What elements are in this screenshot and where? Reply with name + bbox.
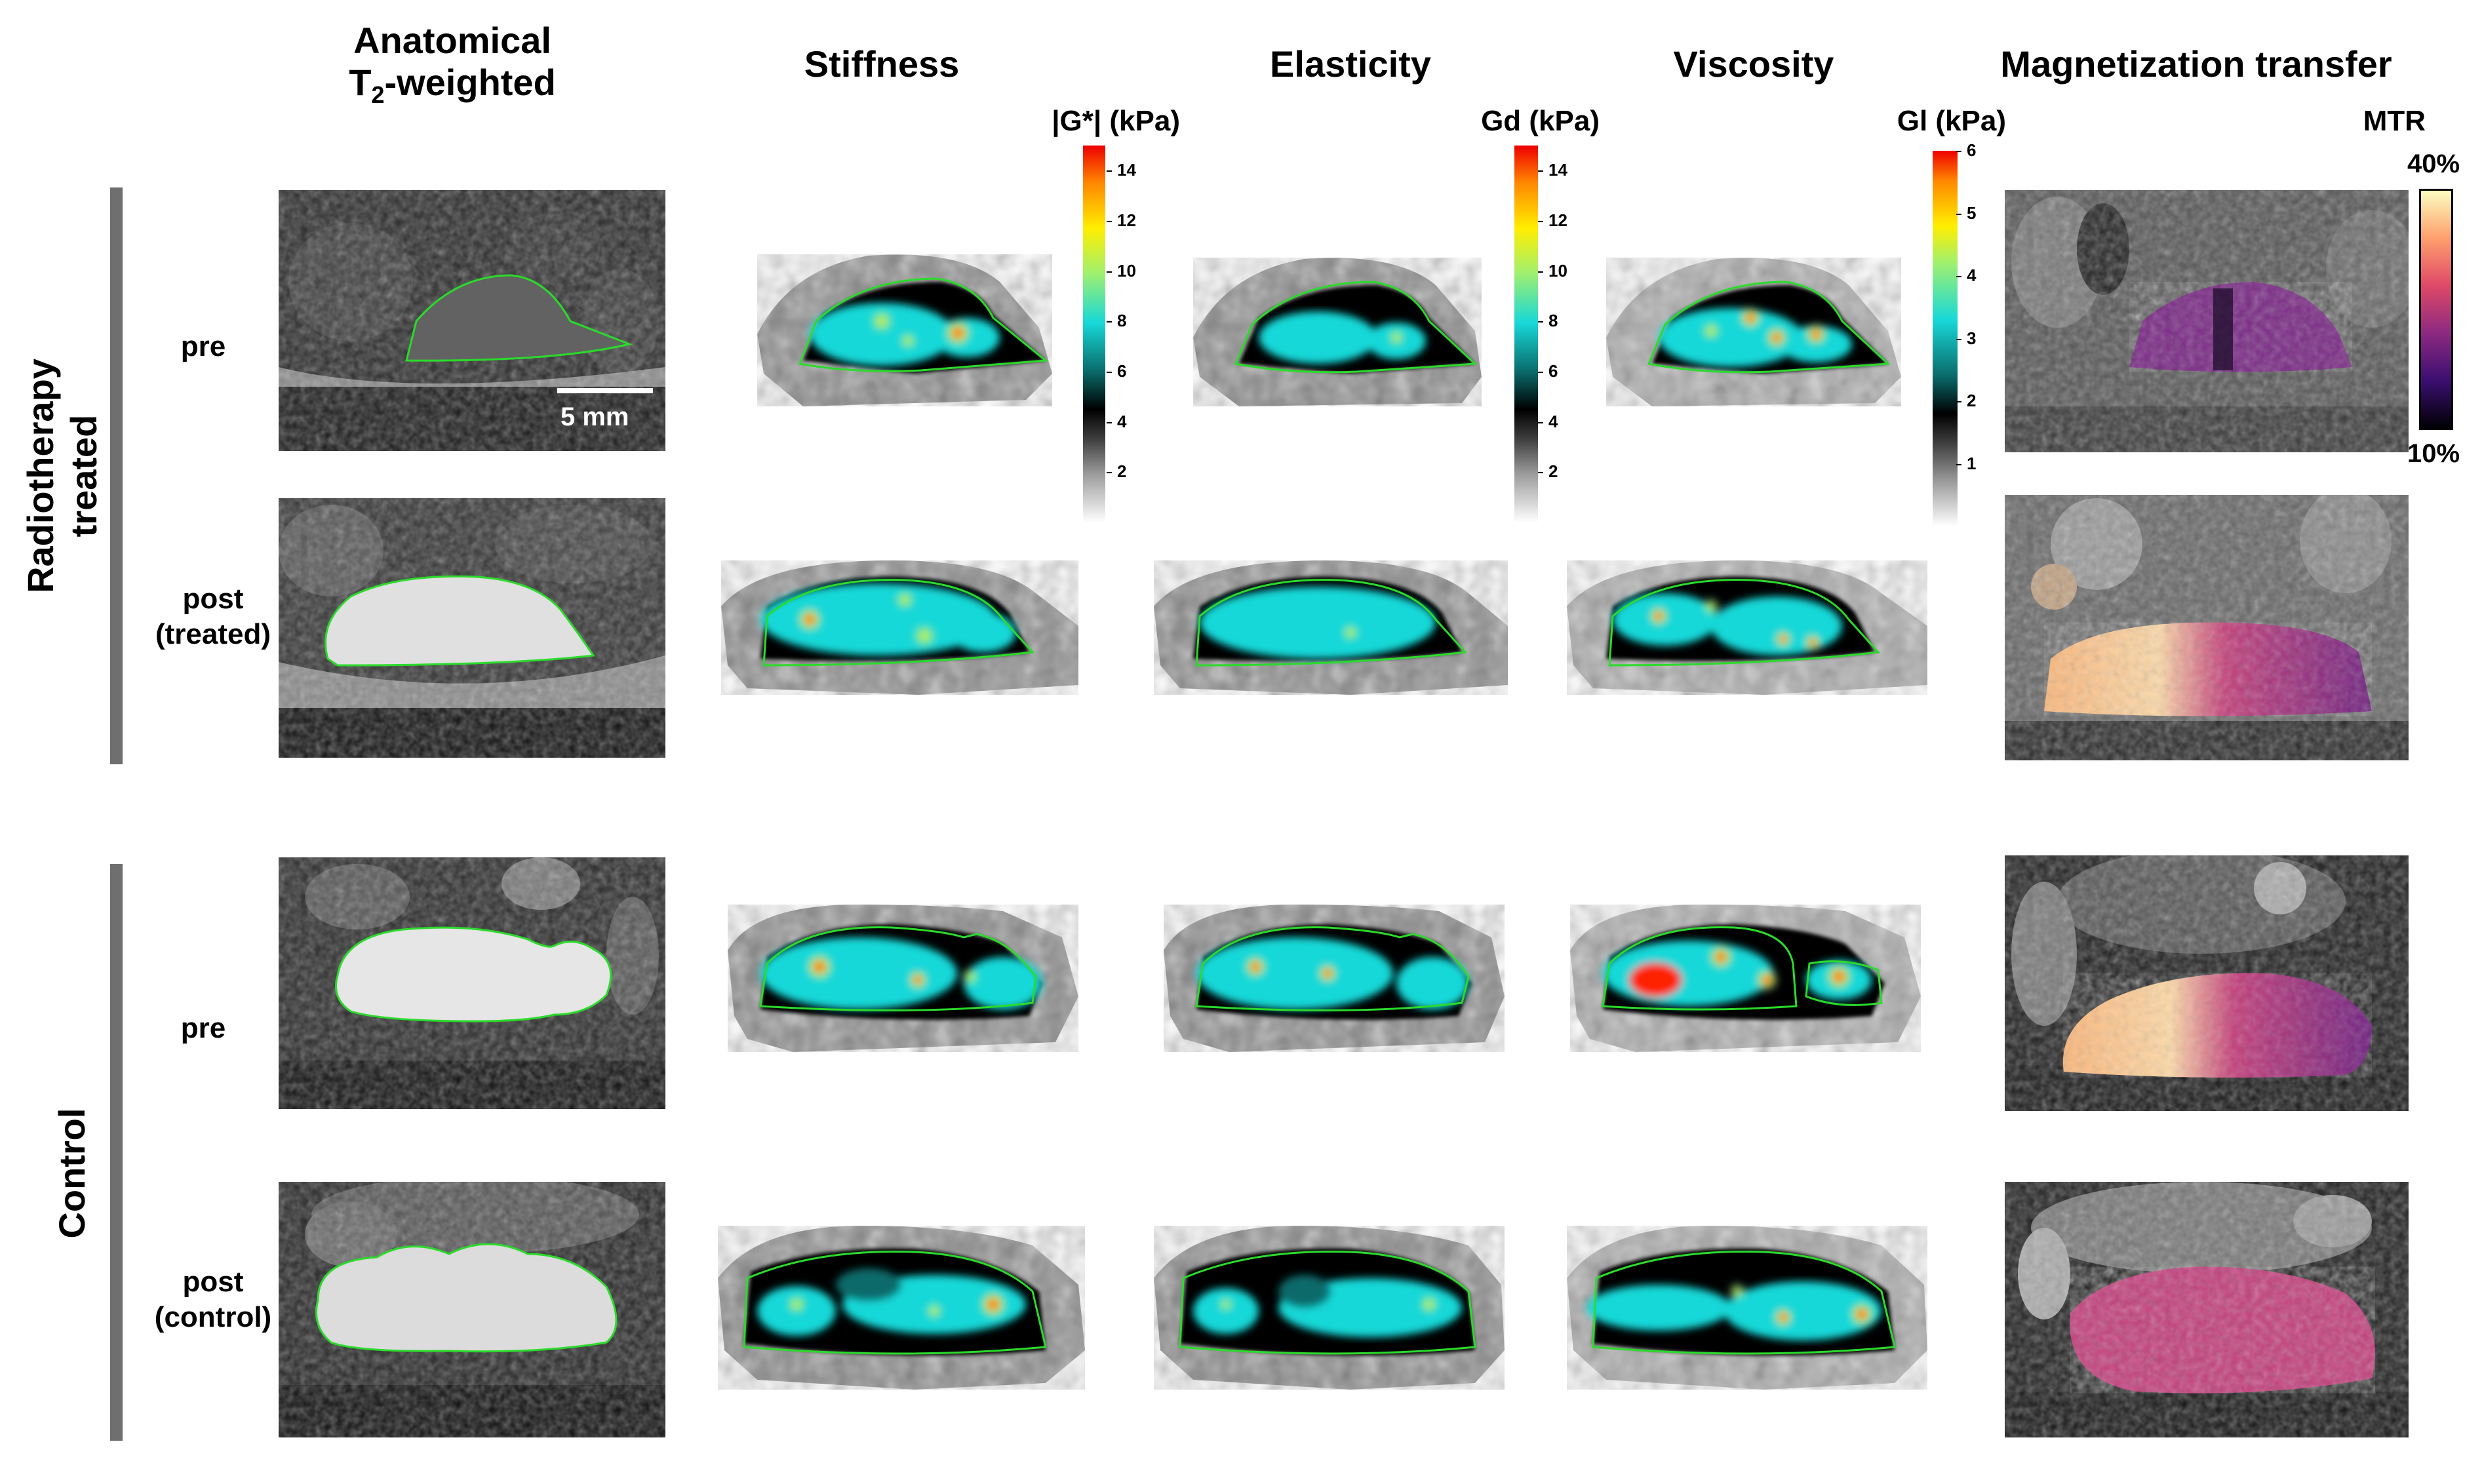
image-mtr-r4 bbox=[2005, 1182, 2409, 1437]
header-anatomical-sub: 2 bbox=[371, 81, 385, 109]
row-label-r2-line2: (treated) bbox=[155, 618, 271, 650]
map-viscosity-r2 bbox=[1567, 554, 1927, 698]
map-elasticity-r2 bbox=[1154, 554, 1508, 698]
colorbar-viscosity bbox=[1933, 151, 1958, 526]
row-label-r2: post (treated) bbox=[151, 581, 275, 652]
image-mtr-r3 bbox=[2005, 855, 2409, 1111]
colorbar-stiffness-tick-label: 6 bbox=[1117, 361, 1127, 381]
colorbar-stiffness-tick-label: 14 bbox=[1117, 160, 1136, 180]
map-viscosity-r4 bbox=[1567, 1219, 1927, 1393]
colorbar-elasticity-tick-label: 6 bbox=[1548, 361, 1558, 381]
header-viscosity: Viscosity bbox=[1673, 43, 1834, 85]
header-stiffness: Stiffness bbox=[804, 43, 960, 85]
map-elasticity-r4 bbox=[1154, 1219, 1505, 1393]
colorbar-elasticity-tick-label: 14 bbox=[1548, 160, 1567, 180]
row-label-r4: post (control) bbox=[151, 1264, 275, 1335]
colorbar-stiffness-tick-label: 2 bbox=[1117, 461, 1127, 482]
header-anatomical-rest: -weighted bbox=[384, 62, 556, 103]
group-label-radiotherapy: Radiotherapy treated bbox=[19, 359, 106, 593]
colorbar-stiffness-tick-label: 8 bbox=[1117, 311, 1127, 331]
row-label-r4-line1: post bbox=[182, 1266, 244, 1298]
image-anatomical-r3 bbox=[279, 857, 665, 1109]
colorbar-mtr bbox=[2419, 189, 2453, 430]
header-anatomical-line2: T2-weighted bbox=[295, 62, 610, 116]
map-stiffness-r4 bbox=[718, 1219, 1085, 1393]
colorbar-stiffness-tick-mark bbox=[1107, 421, 1112, 423]
row-label-r4-line2: (control) bbox=[154, 1301, 272, 1333]
row-label-r2-line1: post bbox=[182, 583, 244, 615]
map-stiffness-r2 bbox=[721, 554, 1078, 698]
map-viscosity-r1 bbox=[1600, 246, 1901, 413]
colorbar-elasticity-tick-mark bbox=[1538, 221, 1543, 222]
colorbar-elasticity-tick-label: 4 bbox=[1548, 411, 1558, 431]
group-label-radiotherapy-line1: Radiotherapy bbox=[20, 359, 61, 593]
image-anatomical-r1: 5 mm bbox=[279, 190, 665, 451]
colorbar-mtr-title: MTR bbox=[2363, 105, 2426, 137]
scale-bar-label: 5 mm bbox=[561, 402, 629, 431]
colorbar-stiffness-tick-label: 10 bbox=[1117, 260, 1136, 281]
colorbar-elasticity-tick-mark bbox=[1538, 321, 1543, 323]
colorbar-stiffness-tick-mark bbox=[1107, 321, 1112, 323]
colorbar-stiffness bbox=[1083, 146, 1105, 522]
header-magnetization-transfer: Magnetization transfer bbox=[2000, 43, 2392, 85]
colorbar-elasticity-tick-mark bbox=[1538, 271, 1543, 273]
group-label-radiotherapy-line2: treated bbox=[63, 414, 104, 537]
colorbar-stiffness-tick-mark bbox=[1107, 271, 1112, 273]
colorbar-elasticity-tick-label: 12 bbox=[1548, 210, 1567, 230]
map-stiffness-r1 bbox=[751, 243, 1052, 413]
colorbar-viscosity-tick-label: 4 bbox=[1967, 265, 1977, 285]
colorbar-viscosity-tick-label: 1 bbox=[1967, 453, 1977, 473]
colorbar-elasticity bbox=[1514, 146, 1538, 522]
colorbar-viscosity-tick-mark bbox=[1956, 213, 1961, 215]
header-anatomical-line1: Anatomical bbox=[353, 20, 551, 61]
group-bar-control bbox=[110, 864, 123, 1441]
colorbar-viscosity-tick-mark bbox=[1956, 276, 1961, 277]
colorbar-viscosity-tick-mark bbox=[1956, 338, 1961, 340]
scale-bar-line bbox=[557, 388, 653, 393]
image-anatomical-r4 bbox=[279, 1182, 665, 1437]
header-anatomical: Anatomical T2-weighted bbox=[295, 20, 610, 116]
group-bar-radiotherapy bbox=[110, 187, 123, 764]
row-label-r3: pre bbox=[180, 1012, 226, 1044]
colorbar-elasticity-tick-mark bbox=[1538, 472, 1543, 474]
colorbar-mtr-bottom-label: 10% bbox=[2407, 439, 2460, 468]
colorbar-stiffness-tick-mark bbox=[1107, 221, 1112, 222]
colorbar-stiffness-tick-mark bbox=[1107, 372, 1112, 373]
header-elasticity: Elasticity bbox=[1270, 43, 1431, 85]
colorbar-viscosity-tick-label: 2 bbox=[1967, 391, 1977, 410]
colorbar-viscosity-tick-mark bbox=[1956, 401, 1961, 402]
header-anatomical-t: T bbox=[349, 62, 372, 103]
colorbar-elasticity-title: Gd (kPa) bbox=[1481, 105, 1600, 137]
colorbar-viscosity-title: Gl (kPa) bbox=[1897, 105, 2006, 137]
map-elasticity-r3 bbox=[1164, 898, 1505, 1055]
colorbar-elasticity-tick-label: 8 bbox=[1548, 311, 1558, 331]
colorbar-elasticity-tick-mark bbox=[1538, 170, 1543, 172]
colorbar-stiffness-tick-label: 4 bbox=[1117, 411, 1127, 431]
image-mtr-r1 bbox=[2005, 190, 2409, 452]
colorbar-elasticity-tick-label: 10 bbox=[1548, 260, 1567, 281]
colorbar-viscosity-tick-label: 5 bbox=[1967, 203, 1977, 223]
colorbar-stiffness-tick-label: 12 bbox=[1117, 210, 1136, 230]
map-stiffness-r3 bbox=[728, 898, 1078, 1055]
group-label-control: Control bbox=[50, 1108, 94, 1238]
image-mtr-r2 bbox=[2005, 495, 2409, 760]
colorbar-viscosity-tick-mark bbox=[1956, 151, 1961, 152]
colorbar-viscosity-tick-label: 6 bbox=[1967, 140, 1977, 160]
colorbar-elasticity-tick-mark bbox=[1538, 421, 1543, 423]
colorbar-stiffness-tick-mark bbox=[1107, 170, 1112, 172]
map-viscosity-r3 bbox=[1570, 898, 1921, 1055]
colorbar-mtr-top-label: 40% bbox=[2407, 149, 2460, 178]
colorbar-viscosity-tick-mark bbox=[1956, 463, 1961, 465]
colorbar-viscosity-tick-label: 3 bbox=[1967, 328, 1977, 348]
map-elasticity-r1 bbox=[1187, 246, 1482, 413]
row-label-r1: pre bbox=[180, 330, 226, 362]
colorbar-elasticity-tick-label: 2 bbox=[1548, 461, 1558, 482]
colorbar-elasticity-tick-mark bbox=[1538, 372, 1543, 373]
group-label-control-text: Control bbox=[51, 1108, 92, 1239]
colorbar-stiffness-title: |G*| (kPa) bbox=[1052, 105, 1180, 137]
image-anatomical-r2 bbox=[279, 498, 665, 758]
colorbar-stiffness-tick-mark bbox=[1107, 472, 1112, 474]
